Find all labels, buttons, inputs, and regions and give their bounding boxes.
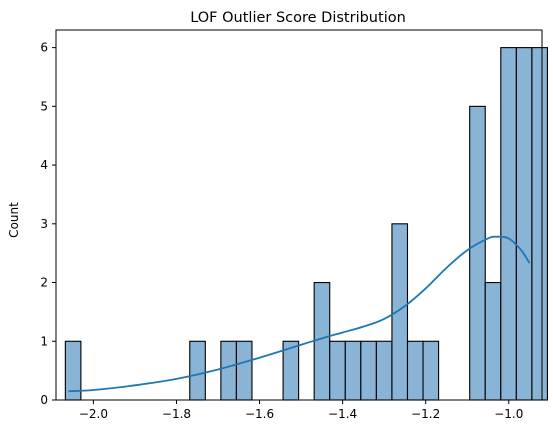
y-tick-label: 3	[40, 217, 48, 231]
x-tick-label: −1.4	[328, 407, 357, 421]
histogram-bar	[375, 340, 393, 401]
x-tick-label: −2.0	[79, 407, 108, 421]
histogram-bar	[220, 340, 237, 401]
histogram-bar	[500, 47, 517, 401]
histogram-bar	[235, 340, 253, 401]
x-tick-label: −1.6	[245, 407, 274, 421]
chart-title: LOF Outlier Score Distribution	[190, 10, 406, 26]
x-tick-label: −1.8	[162, 407, 191, 421]
histogram-bar	[484, 281, 502, 401]
x-tick-label: −1.2	[411, 407, 440, 421]
x-tick-label: −1.0	[494, 407, 523, 421]
x-axis-ticks: −2.0 −1.8 −1.6 −1.4 −1.2 −1.0	[79, 400, 523, 421]
y-tick-label: 6	[40, 41, 48, 55]
y-tick-label: 0	[40, 393, 48, 407]
histogram-bar	[515, 47, 533, 401]
histogram-bar	[422, 340, 440, 401]
y-tick-label: 1	[40, 334, 48, 348]
histogram-bars	[64, 47, 549, 401]
histogram-bar	[469, 105, 486, 401]
histogram-bar	[531, 47, 549, 401]
kde-curve	[68, 235, 531, 393]
y-tick-label: 4	[40, 158, 48, 172]
y-axis-label: Count	[7, 202, 21, 238]
y-tick-label: 2	[40, 276, 48, 290]
histogram-bar	[313, 281, 331, 401]
histogram-bar	[360, 340, 377, 401]
y-axis-ticks: 0 1 2 3 4 5 6	[40, 41, 56, 407]
histogram-bar	[344, 340, 362, 401]
histogram-bar	[189, 340, 206, 401]
histogram-bar	[406, 340, 424, 401]
histogram-bar	[329, 340, 346, 401]
plot-frame	[55, 29, 543, 401]
y-tick-label: 5	[40, 99, 48, 113]
histogram-bar	[391, 223, 409, 401]
